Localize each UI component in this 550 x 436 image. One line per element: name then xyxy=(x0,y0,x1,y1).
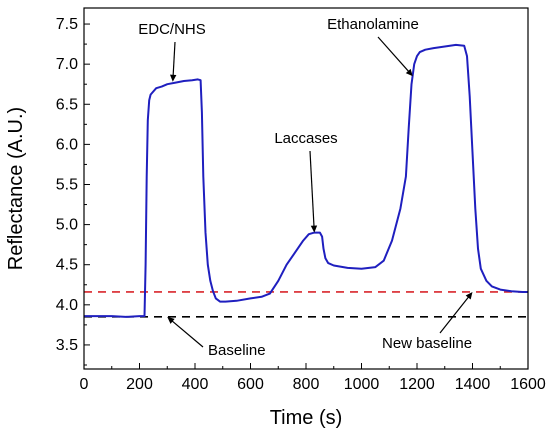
annotation-arrowhead xyxy=(405,68,413,77)
annotation-arrow xyxy=(377,36,411,74)
y-tick-label: 5.0 xyxy=(56,217,78,234)
y-axis-title: Reflectance (A.U.) xyxy=(5,107,27,270)
annotation-arrowhead xyxy=(310,225,318,233)
y-tick-label: 7.0 xyxy=(56,56,78,73)
x-axis-title: Time (s) xyxy=(270,407,343,429)
y-tick-label: 7.5 xyxy=(56,16,78,33)
y-tick-label: 5.5 xyxy=(56,176,78,193)
annotation-label: Baseline xyxy=(208,342,266,359)
y-tick-label: 6.5 xyxy=(56,96,78,113)
annotation-label: EDC/NHS xyxy=(138,21,206,38)
series-layer xyxy=(84,43,528,318)
x-tick-label: 600 xyxy=(237,376,264,393)
x-tick-label: 400 xyxy=(182,376,209,393)
y-tick-label: 4.0 xyxy=(56,297,78,314)
reference-lines xyxy=(84,291,528,318)
annotation-arrowhead xyxy=(169,74,177,82)
annotation-arrow xyxy=(309,150,315,229)
annotation-arrow xyxy=(169,318,204,348)
annotation-arrow xyxy=(172,41,176,78)
x-tick-label: 200 xyxy=(126,376,153,393)
y-tick-label: 4.5 xyxy=(56,257,78,274)
x-tick-label: 1600 xyxy=(510,376,546,393)
y-tick-label: 3.5 xyxy=(56,337,78,354)
ticks-layer: 0 200 400 600 800 1000 1200 1400 1600 3.5 4.0 4.5 5.… xyxy=(56,16,546,393)
series-line xyxy=(84,43,528,318)
x-tick-label: 0 xyxy=(80,376,89,393)
x-tick-label: 1400 xyxy=(455,376,491,393)
annotation-arrow xyxy=(439,294,471,334)
plot-frame xyxy=(83,7,529,370)
annotation-arrowhead xyxy=(465,291,473,300)
x-tick-label: 800 xyxy=(293,376,320,393)
annotation-label: Laccases xyxy=(274,130,337,147)
annotation-label: Ethanolamine xyxy=(327,16,419,33)
x-tick-label: 1000 xyxy=(344,376,380,393)
x-tick-label: 1200 xyxy=(399,376,435,393)
annotation-label: New baseline xyxy=(382,335,472,352)
annotation-arrowhead xyxy=(167,316,175,324)
annotations-layer: EDC/NHS Laccases Ethanolamine Baseline New b… xyxy=(138,16,473,359)
y-tick-label: 6.0 xyxy=(56,136,78,153)
